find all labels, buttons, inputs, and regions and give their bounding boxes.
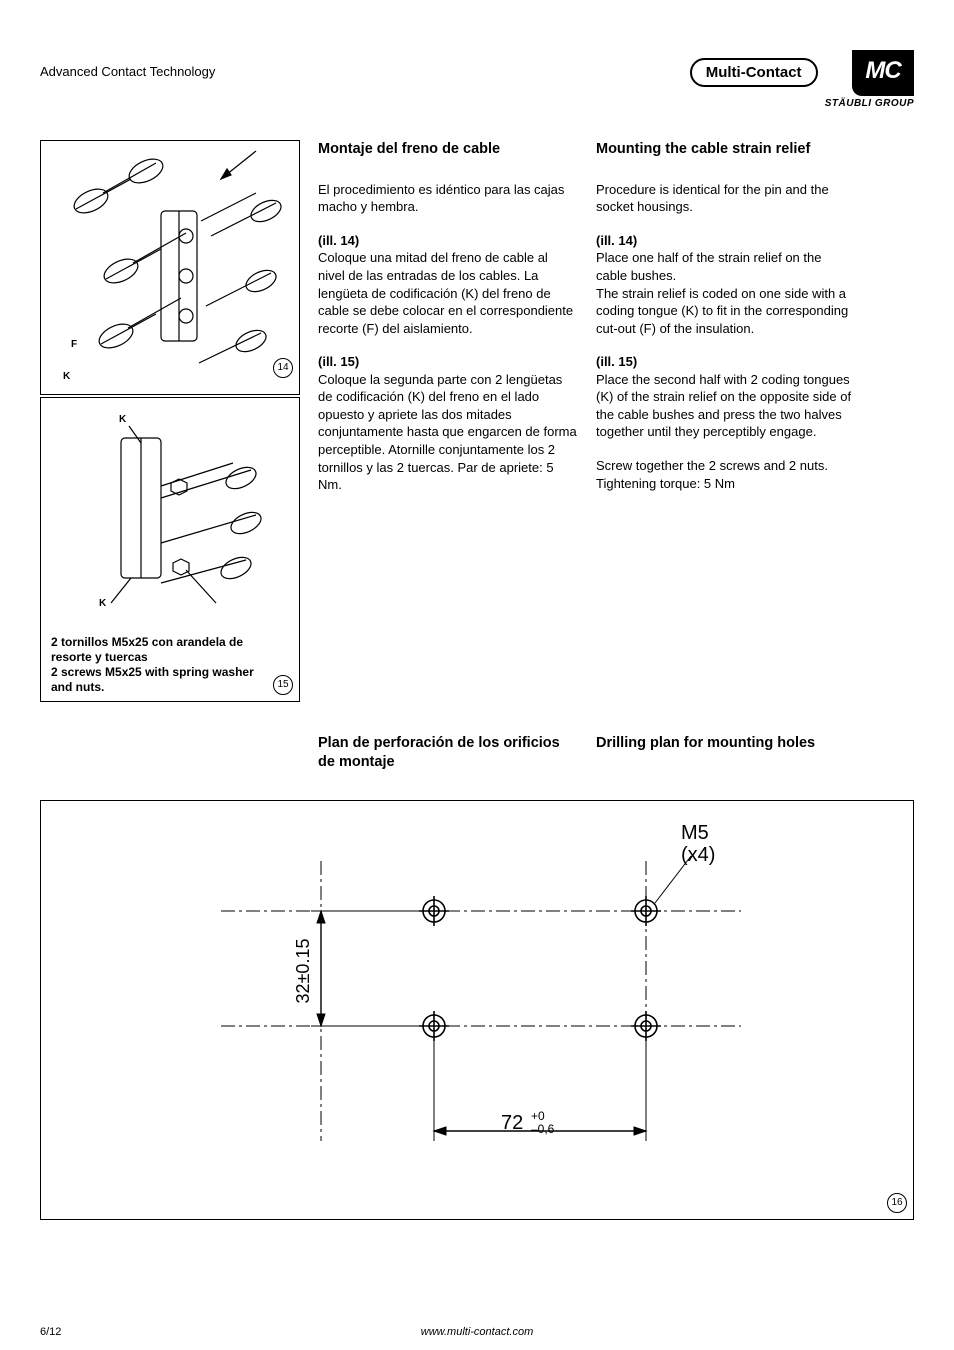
dim-72-tol-bot: –0,6 <box>531 1122 555 1136</box>
es-intro: El procedimiento es idéntico para las ca… <box>318 181 578 216</box>
column-english: Mounting the cable strain relief Procedu… <box>596 140 856 704</box>
figure-14-drawing <box>41 141 299 394</box>
dim-72-tol-top: +0 <box>531 1109 545 1123</box>
en-ill14: (ill. 14) Place one half of the strain r… <box>596 232 856 337</box>
en-ill15-head: (ill. 15) <box>596 354 637 369</box>
fig15-label-k-bot: K <box>99 598 106 609</box>
fig14-number: 14 <box>273 358 293 378</box>
figure-column: F K 14 <box>40 140 300 704</box>
es-ill14-body: Coloque una mitad del freno de cable al … <box>318 250 573 335</box>
en-ill15-p1: (ill. 15) Place the second half with 2 c… <box>596 353 856 441</box>
es-ill14: (ill. 14) Coloque una mitad del freno de… <box>318 232 578 337</box>
es-ill15-head: (ill. 15) <box>318 354 359 369</box>
footer-url: www.multi-contact.com <box>421 1326 533 1338</box>
figure-14-box: F K 14 <box>40 140 300 395</box>
es-title: Montaje del freno de cable <box>318 140 578 159</box>
fig14-label-k: K <box>63 371 70 382</box>
fig15-caption-en: 2 screws M5x25 with spring washer and nu… <box>51 665 254 694</box>
column-spanish: Montaje del freno de cable El procedimie… <box>318 140 578 704</box>
en-ill15-p2: Screw together the 2 screws and 2 nuts. … <box>596 457 856 492</box>
dim-72-label: 72 <box>501 1112 523 1134</box>
es-ill15-body: Coloque la segunda parte con 2 lengüetas… <box>318 372 577 492</box>
en-ill15-body1: Place the second half with 2 coding tong… <box>596 372 851 440</box>
staubli-group-label: STÄUBLI GROUP <box>825 98 914 109</box>
fig15-label-k-top: K <box>119 414 126 425</box>
drilling-plan-drawing: M5 (x4) 32±0.15 72 +0 –0,6 <box>41 801 911 1219</box>
drill-title-en: Drilling plan for mounting holes <box>596 734 856 772</box>
mc-logo-icon <box>852 50 914 96</box>
es-ill15: (ill. 15) Coloque la segunda parte con 2… <box>318 353 578 493</box>
figure-16-box: M5 (x4) 32±0.15 72 +0 –0,6 16 <box>40 800 914 1220</box>
en-ill14-head: (ill. 14) <box>596 233 637 248</box>
x4-label: (x4) <box>681 844 715 866</box>
content-row: F K 14 <box>40 140 914 704</box>
brand-pill: Multi-Contact <box>690 58 818 87</box>
header-right-block: Multi-Contact <box>690 50 914 96</box>
fig14-label-f: F <box>71 339 77 350</box>
m5-label: M5 <box>681 822 709 844</box>
en-ill14-body: Place one half of the strain relief on t… <box>596 250 848 335</box>
page-header: Advanced Contact Technology Multi-Contac… <box>40 50 914 110</box>
fig16-number: 16 <box>887 1193 907 1213</box>
header-tagline: Advanced Contact Technology <box>40 64 215 79</box>
drilling-titles-row: Plan de perforación de los orificios de … <box>318 734 914 794</box>
fig15-caption-es: 2 tornillos M5x25 con arandela de resort… <box>51 635 243 664</box>
footer-page-number: 6/12 <box>40 1326 61 1338</box>
fig15-number: 15 <box>273 675 293 695</box>
fig15-caption: 2 tornillos M5x25 con arandela de resort… <box>51 635 269 695</box>
en-title: Mounting the cable strain relief <box>596 140 856 159</box>
dim-32-label: 32±0.15 <box>293 938 313 1003</box>
drill-title-es: Plan de perforación de los orificios de … <box>318 734 578 772</box>
es-ill14-head: (ill. 14) <box>318 233 359 248</box>
figure-15-drawing <box>41 398 299 628</box>
en-intro: Procedure is identical for the pin and t… <box>596 181 856 216</box>
figure-15-box: K K 2 tornillos M5x25 con arandela de re… <box>40 397 300 702</box>
